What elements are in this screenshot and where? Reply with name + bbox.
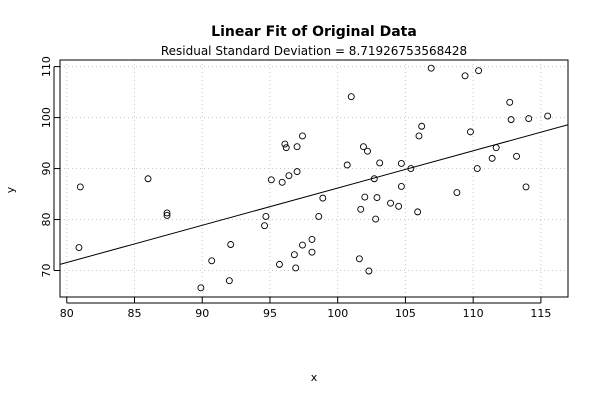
data-point (281, 140, 289, 148)
data-point (513, 152, 520, 160)
data-point (225, 277, 233, 285)
x-tick-label: 80 (60, 307, 74, 320)
data-point (267, 176, 275, 184)
data-point (299, 132, 306, 140)
data-point (290, 251, 298, 259)
chart-subtitle: Residual Standard Deviation = 8.71926753… (161, 44, 467, 58)
data-point (453, 189, 461, 196)
data-point (397, 182, 405, 190)
data-point (397, 160, 405, 167)
data-point (370, 175, 378, 183)
x-tick-label: 100 (327, 307, 348, 320)
data-point (163, 212, 171, 219)
x-axis: 80 85 90 95 100 105 110 115 (60, 297, 551, 320)
data-point (373, 194, 381, 202)
data-point (227, 241, 235, 248)
data-point (488, 154, 496, 162)
y-tick-label: 70 (40, 263, 53, 277)
data-point (144, 175, 152, 183)
data-point (75, 244, 83, 252)
data-point (282, 144, 290, 152)
data-point (372, 215, 380, 223)
data-point (276, 260, 283, 268)
data-point (76, 183, 84, 191)
data-point (278, 178, 286, 186)
data-points (75, 64, 552, 292)
data-point (506, 98, 514, 106)
data-point (387, 199, 394, 207)
data-point (395, 202, 403, 210)
x-tick-label: 95 (263, 307, 277, 320)
plot-frame (59, 59, 569, 298)
data-point (418, 122, 426, 130)
data-point (355, 255, 363, 263)
y-axis-label: y (4, 186, 17, 193)
data-point (376, 159, 384, 167)
y-tick-label: 90 (40, 162, 53, 176)
data-point (473, 165, 481, 173)
data-point (208, 257, 216, 265)
data-point (507, 116, 515, 124)
y-tick-label: 100 (40, 107, 53, 128)
x-tick-label: 105 (395, 307, 416, 320)
y-axis: 70 80 90 100 110 (40, 56, 60, 277)
data-point (364, 147, 371, 155)
data-point (427, 64, 435, 72)
data-point (544, 112, 552, 120)
fit-line (59, 124, 569, 265)
data-point (262, 213, 270, 220)
x-tick-label: 90 (195, 307, 209, 320)
fit-line-group (59, 124, 569, 265)
gridlines (60, 60, 568, 297)
data-point (315, 213, 323, 220)
data-point (461, 72, 469, 80)
data-point (492, 144, 500, 152)
data-point (407, 165, 415, 173)
x-tick-label: 85 (128, 307, 142, 320)
data-point (319, 194, 327, 202)
data-point (415, 132, 423, 140)
data-point (285, 172, 293, 180)
data-point (522, 183, 530, 191)
data-point (525, 115, 533, 123)
x-tick-label: 115 (530, 307, 551, 320)
data-point (347, 93, 355, 101)
data-point (343, 161, 351, 169)
data-point (361, 193, 369, 201)
y-tick-label: 110 (40, 56, 53, 77)
data-point (197, 284, 205, 292)
data-point (308, 248, 316, 256)
data-point (293, 143, 301, 151)
y-tick-label: 80 (40, 213, 53, 227)
data-point (308, 235, 316, 243)
data-point (299, 241, 306, 249)
data-point (414, 208, 422, 216)
x-tick-label: 110 (463, 307, 484, 320)
data-point (293, 168, 301, 176)
data-point (163, 209, 171, 217)
data-point (292, 264, 300, 272)
chart-title: Linear Fit of Original Data (211, 24, 417, 40)
data-point (467, 128, 474, 136)
data-point (359, 143, 367, 151)
data-point (475, 67, 483, 75)
data-point (357, 205, 365, 213)
data-point (365, 267, 373, 275)
data-point (261, 222, 269, 230)
x-axis-label: x (311, 371, 318, 384)
